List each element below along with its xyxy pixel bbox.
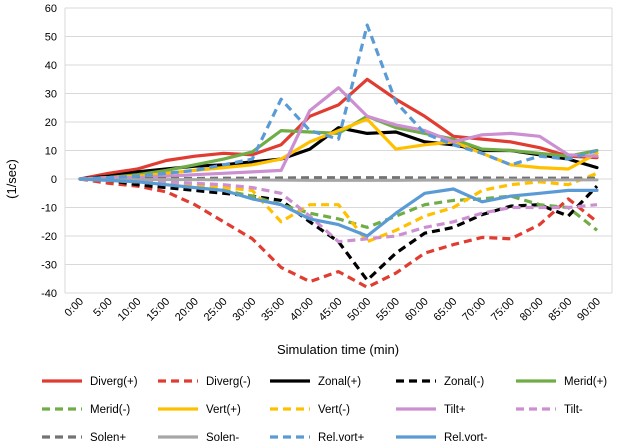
legend-label: Tilt- (564, 404, 583, 416)
y-tick-label: 40 (45, 60, 57, 72)
y-tick-label: -10 (41, 203, 57, 215)
x-tick-label: 75:00 (489, 296, 517, 324)
legend-label: Solen+ (90, 432, 126, 444)
series-line-diverg (78, 77, 599, 181)
y-tick-label: -20 (41, 231, 57, 243)
series-line-rel-vort (78, 177, 599, 238)
x-tick-label: 5:00 (91, 296, 115, 320)
legend-label: Rel.vort+ (318, 432, 365, 444)
x-tick-label: 60:00 (403, 296, 431, 324)
x-axis-ticks: 0:00 5:00 10:00 15:00 20:00 25:00 30:00 35:00 40… (62, 296, 603, 324)
series-lines (78, 23, 599, 289)
y-tick-label: -40 (41, 288, 57, 300)
series-line-vert (78, 117, 599, 181)
legend-label: Zonal(-) (444, 376, 484, 388)
legend-label: Tilt+ (444, 404, 466, 416)
x-tick-label: 70:00 (460, 296, 488, 324)
series-line-vert (79, 171, 598, 244)
legend-label: Merid(+) (564, 376, 607, 388)
legend-label: Diverg(-) (206, 376, 251, 388)
x-tick-label: 30:00 (231, 296, 259, 324)
series-line-rel-vort (79, 23, 598, 181)
y-tick-label: 10 (45, 146, 57, 158)
x-tick-label: 80:00 (518, 296, 546, 324)
x-tick-label: 0:00 (62, 296, 86, 320)
x-tick-label: 50:00 (345, 296, 373, 324)
series-line-tilt (78, 86, 599, 181)
x-tick-label: 25:00 (202, 296, 230, 324)
legend-label: Vert(-) (318, 404, 350, 416)
x-tick-label: 10:00 (116, 296, 144, 324)
x-tick-label: 20:00 (173, 296, 201, 324)
y-tick-label: 20 (45, 117, 57, 129)
legend-label: Merid(-) (90, 404, 130, 416)
x-tick-label: 90:00 (575, 296, 603, 324)
y-tick-label: -30 (41, 260, 57, 272)
x-axis-title: Simulation time (min) (277, 342, 399, 357)
legend-label: Diverg(+) (90, 376, 138, 388)
x-tick-label: 40:00 (288, 296, 316, 324)
series-line-tilt (79, 177, 598, 244)
y-axis-title: (1/sec) (4, 159, 19, 199)
series-line-solen (80, 176, 597, 181)
legend-label: Zonal(+) (318, 376, 361, 388)
series-line-merid (79, 177, 598, 232)
x-tick-label: 65:00 (432, 296, 460, 324)
y-tick-label: 60 (45, 3, 57, 15)
series-line-solen (78, 177, 599, 182)
y-tick-label: 50 (45, 32, 57, 44)
x-tick-label: 55:00 (374, 296, 402, 324)
x-tick-label: 85:00 (546, 296, 574, 324)
legend-label: Solen- (206, 432, 239, 444)
legend-label: Vert(+) (206, 404, 241, 416)
y-tick-label: 0 (51, 174, 57, 186)
x-tick-label: 45:00 (317, 296, 345, 324)
y-tick-label: 30 (45, 89, 57, 101)
x-tick-label: 15:00 (144, 296, 172, 324)
series-line-diverg (79, 177, 598, 289)
y-axis-ticks: -40 -30 -20 -10 0 10 20 30 40 50 60 (41, 3, 57, 300)
x-tick-label: 35:00 (259, 296, 287, 324)
gridlines (64, 7, 613, 294)
legend: Diverg(+) Diverg(-) Zonal(+) Zonal(-) Merid(… (42, 376, 607, 444)
legend-label: Rel.vort- (444, 432, 488, 444)
